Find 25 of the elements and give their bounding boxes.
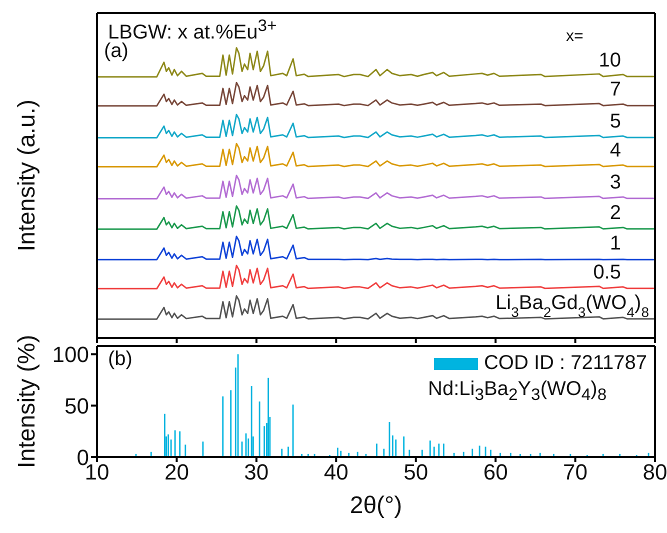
legend-label: COD ID : 7211787 (484, 352, 647, 375)
x-tick-label: 20 (164, 460, 189, 485)
x-tick-label: 80 (642, 460, 667, 485)
x-tick-label: 30 (244, 460, 269, 485)
x-tick-label: 50 (404, 460, 428, 485)
y-axis-title: Intensity (a.u.) (14, 99, 41, 252)
text: Nd:Li$_{3}$Ba$_{2}$Y$_{3}$(WO$_{4}$)$_{8}$ (428, 378, 607, 404)
text: x= (566, 28, 584, 46)
text: Li$_{3}$Ba$_{2}$Gd$_{3}$(WO$_{4}$)$_{8}$ (496, 292, 649, 320)
x-tick-label: 40 (324, 460, 348, 485)
series-label: 0.5 (593, 261, 621, 284)
x-axis-title: 2θ(°) (350, 492, 402, 519)
series-label: 3 (610, 171, 621, 194)
series-label: 5 (610, 110, 621, 132)
series-label: 10 (598, 50, 621, 72)
y-tick-label: 100 (52, 342, 89, 368)
y-axis-title: Intensity (%) (14, 334, 41, 468)
series-label: 1 (610, 232, 621, 255)
x-tick-label: 70 (563, 460, 588, 485)
x-tick-label: 60 (483, 460, 508, 485)
series-label: 4 (610, 140, 621, 162)
annotation: (b) (108, 348, 132, 371)
series-label: 7 (610, 78, 621, 101)
series-label: 2 (610, 202, 621, 224)
y-tick-label: 50 (64, 393, 89, 418)
